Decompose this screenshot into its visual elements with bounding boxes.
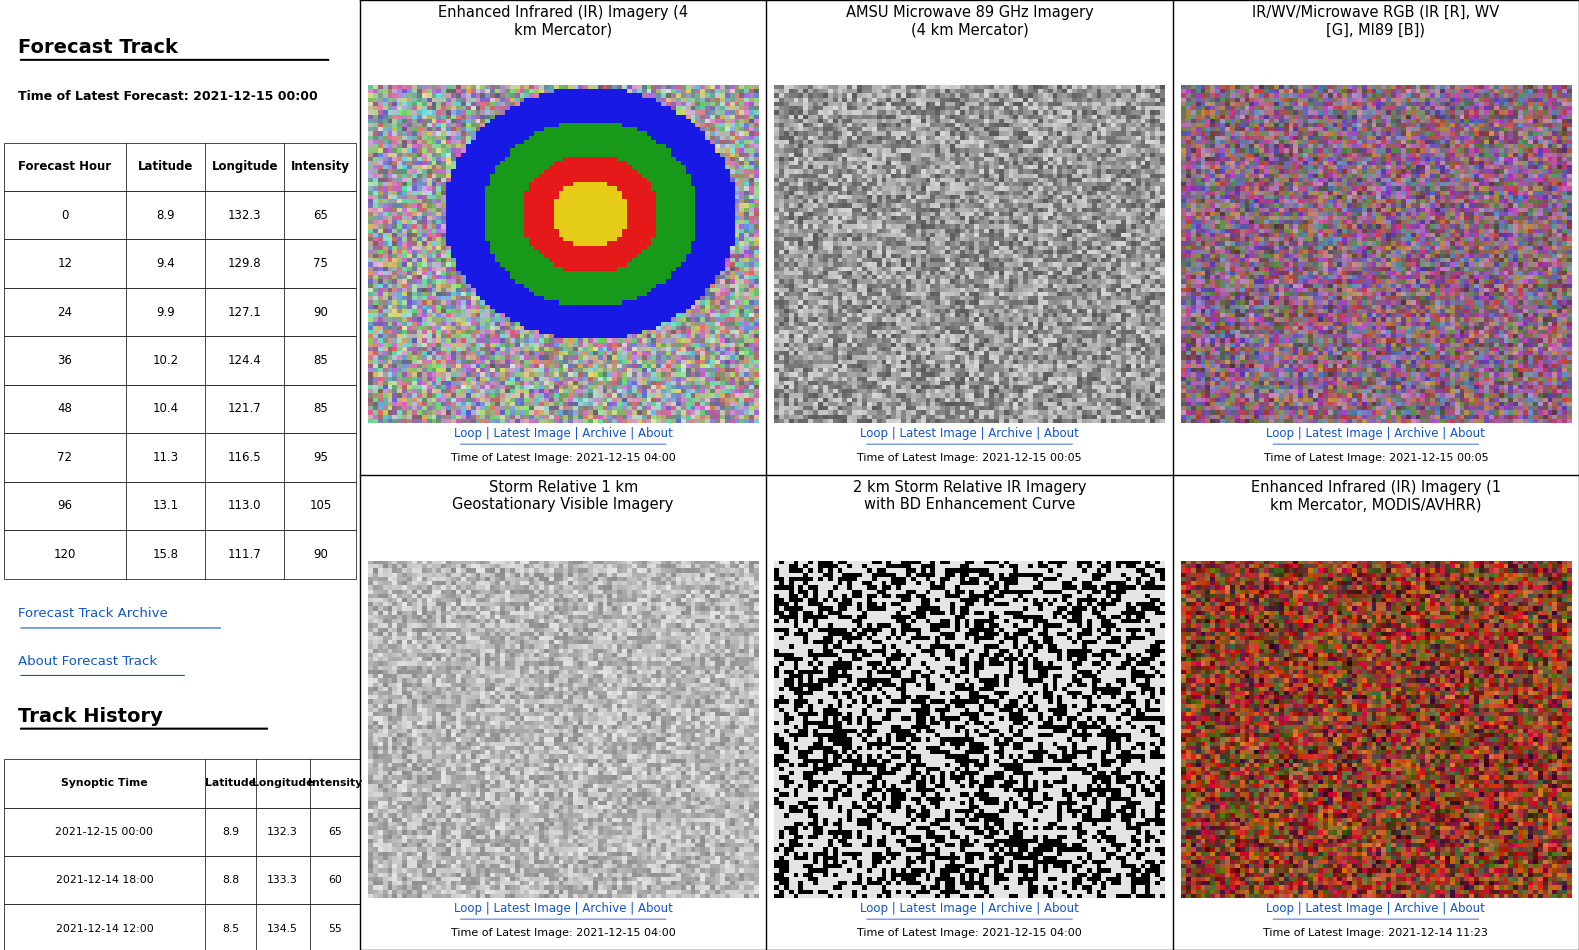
Text: 13.1: 13.1 (153, 500, 178, 512)
Text: 129.8: 129.8 (227, 257, 262, 270)
Text: 55: 55 (328, 923, 341, 934)
Text: Loop | Latest Image | Archive | About: Loop | Latest Image | Archive | About (1266, 427, 1486, 440)
Text: 96: 96 (57, 500, 73, 512)
Text: 60: 60 (328, 875, 341, 885)
Text: 72: 72 (57, 451, 73, 464)
Text: 95: 95 (313, 451, 328, 464)
Text: Longitude: Longitude (253, 778, 313, 788)
Text: IR/WV/Microwave RGB (IR [R], WV
[G], MI89 [B]): IR/WV/Microwave RGB (IR [R], WV [G], MI8… (1252, 5, 1500, 37)
Text: 121.7: 121.7 (227, 403, 262, 415)
Text: Time of Latest Forecast: 2021-12-15 00:00: Time of Latest Forecast: 2021-12-15 00:0… (17, 90, 317, 104)
Text: Storm Relative 1 km
Geostationary Visible Imagery: Storm Relative 1 km Geostationary Visibl… (453, 480, 674, 512)
Bar (3, 288, 357, 336)
Text: 9.9: 9.9 (156, 306, 175, 318)
Bar (3, 808, 360, 856)
Text: 111.7: 111.7 (227, 548, 262, 560)
Bar (3, 142, 357, 191)
Text: 9.4: 9.4 (156, 257, 175, 270)
Text: 134.5: 134.5 (267, 923, 298, 934)
Text: Latitude: Latitude (137, 161, 193, 173)
Text: Forecast Track Archive: Forecast Track Archive (17, 607, 167, 620)
Bar (3, 482, 357, 530)
Text: 120: 120 (54, 548, 76, 560)
Text: 11.3: 11.3 (153, 451, 178, 464)
Text: 90: 90 (313, 548, 328, 560)
Text: 124.4: 124.4 (227, 354, 262, 367)
Text: 75: 75 (313, 257, 328, 270)
Text: Latitude: Latitude (205, 778, 256, 788)
Text: Loop | Latest Image | Archive | About: Loop | Latest Image | Archive | About (453, 902, 673, 915)
Bar (3, 385, 357, 433)
Text: 2021-12-15 00:00: 2021-12-15 00:00 (55, 826, 153, 837)
Text: 15.8: 15.8 (153, 548, 178, 560)
Text: 8.9: 8.9 (156, 209, 175, 221)
Text: Time of Latest Image: 2021-12-15 04:00: Time of Latest Image: 2021-12-15 04:00 (450, 928, 676, 939)
Text: Time of Latest Image: 2021-12-15 00:05: Time of Latest Image: 2021-12-15 00:05 (1263, 453, 1487, 464)
Text: Longitude: Longitude (212, 161, 278, 173)
Bar (3, 433, 357, 482)
Text: Intensity: Intensity (291, 161, 351, 173)
Bar (3, 759, 360, 808)
Text: 12: 12 (57, 257, 73, 270)
Text: 105: 105 (309, 500, 332, 512)
Bar (3, 191, 357, 239)
Bar (3, 530, 357, 579)
Text: About Forecast Track: About Forecast Track (17, 655, 158, 668)
Text: Time of Latest Image: 2021-12-15 04:00: Time of Latest Image: 2021-12-15 04:00 (857, 928, 1082, 939)
Text: Time of Latest Image: 2021-12-15 04:00: Time of Latest Image: 2021-12-15 04:00 (450, 453, 676, 464)
Text: 10.4: 10.4 (153, 403, 178, 415)
Text: AMSU Microwave 89 GHz Imagery
(4 km Mercator): AMSU Microwave 89 GHz Imagery (4 km Merc… (846, 5, 1093, 37)
Text: 132.3: 132.3 (267, 826, 298, 837)
Text: 36: 36 (57, 354, 73, 367)
Text: Enhanced Infrared (IR) Imagery (4
km Mercator): Enhanced Infrared (IR) Imagery (4 km Mer… (437, 5, 688, 37)
Text: 113.0: 113.0 (227, 500, 262, 512)
Text: 8.8: 8.8 (221, 875, 238, 885)
Text: 90: 90 (313, 306, 328, 318)
Text: 2021-12-14 18:00: 2021-12-14 18:00 (55, 875, 153, 885)
Text: 8.5: 8.5 (221, 923, 238, 934)
Bar (3, 239, 357, 288)
Text: Loop | Latest Image | Archive | About: Loop | Latest Image | Archive | About (453, 427, 673, 440)
Text: Synoptic Time: Synoptic Time (62, 778, 148, 788)
Text: Time of Latest Image: 2021-12-14 11:23: Time of Latest Image: 2021-12-14 11:23 (1263, 928, 1489, 939)
Text: 2021-12-14 12:00: 2021-12-14 12:00 (55, 923, 153, 934)
Text: 127.1: 127.1 (227, 306, 262, 318)
Text: Loop | Latest Image | Archive | About: Loop | Latest Image | Archive | About (1266, 902, 1486, 915)
Text: Time of Latest Image: 2021-12-15 00:05: Time of Latest Image: 2021-12-15 00:05 (857, 453, 1082, 464)
Text: Enhanced Infrared (IR) Imagery (1
km Mercator, MODIS/AVHRR): Enhanced Infrared (IR) Imagery (1 km Mer… (1251, 480, 1502, 512)
Bar (3, 856, 360, 904)
Text: 132.3: 132.3 (227, 209, 262, 221)
Text: 65: 65 (328, 826, 341, 837)
Text: 116.5: 116.5 (227, 451, 262, 464)
Text: 8.9: 8.9 (221, 826, 238, 837)
Bar (3, 904, 360, 950)
Text: Loop | Latest Image | Archive | About: Loop | Latest Image | Archive | About (861, 902, 1078, 915)
Text: Forecast Track: Forecast Track (17, 38, 178, 57)
Bar (3, 336, 357, 385)
Text: Intensity: Intensity (308, 778, 362, 788)
Text: 10.2: 10.2 (153, 354, 178, 367)
Text: Loop | Latest Image | Archive | About: Loop | Latest Image | Archive | About (861, 427, 1078, 440)
Text: 0: 0 (62, 209, 68, 221)
Text: 48: 48 (57, 403, 73, 415)
Text: 2 km Storm Relative IR Imagery
with BD Enhancement Curve: 2 km Storm Relative IR Imagery with BD E… (853, 480, 1086, 512)
Text: 24: 24 (57, 306, 73, 318)
Text: 133.3: 133.3 (267, 875, 298, 885)
Text: 85: 85 (313, 403, 328, 415)
Text: 65: 65 (313, 209, 328, 221)
Text: Track History: Track History (17, 707, 163, 726)
Text: Forecast Hour: Forecast Hour (19, 161, 112, 173)
Text: 85: 85 (313, 354, 328, 367)
